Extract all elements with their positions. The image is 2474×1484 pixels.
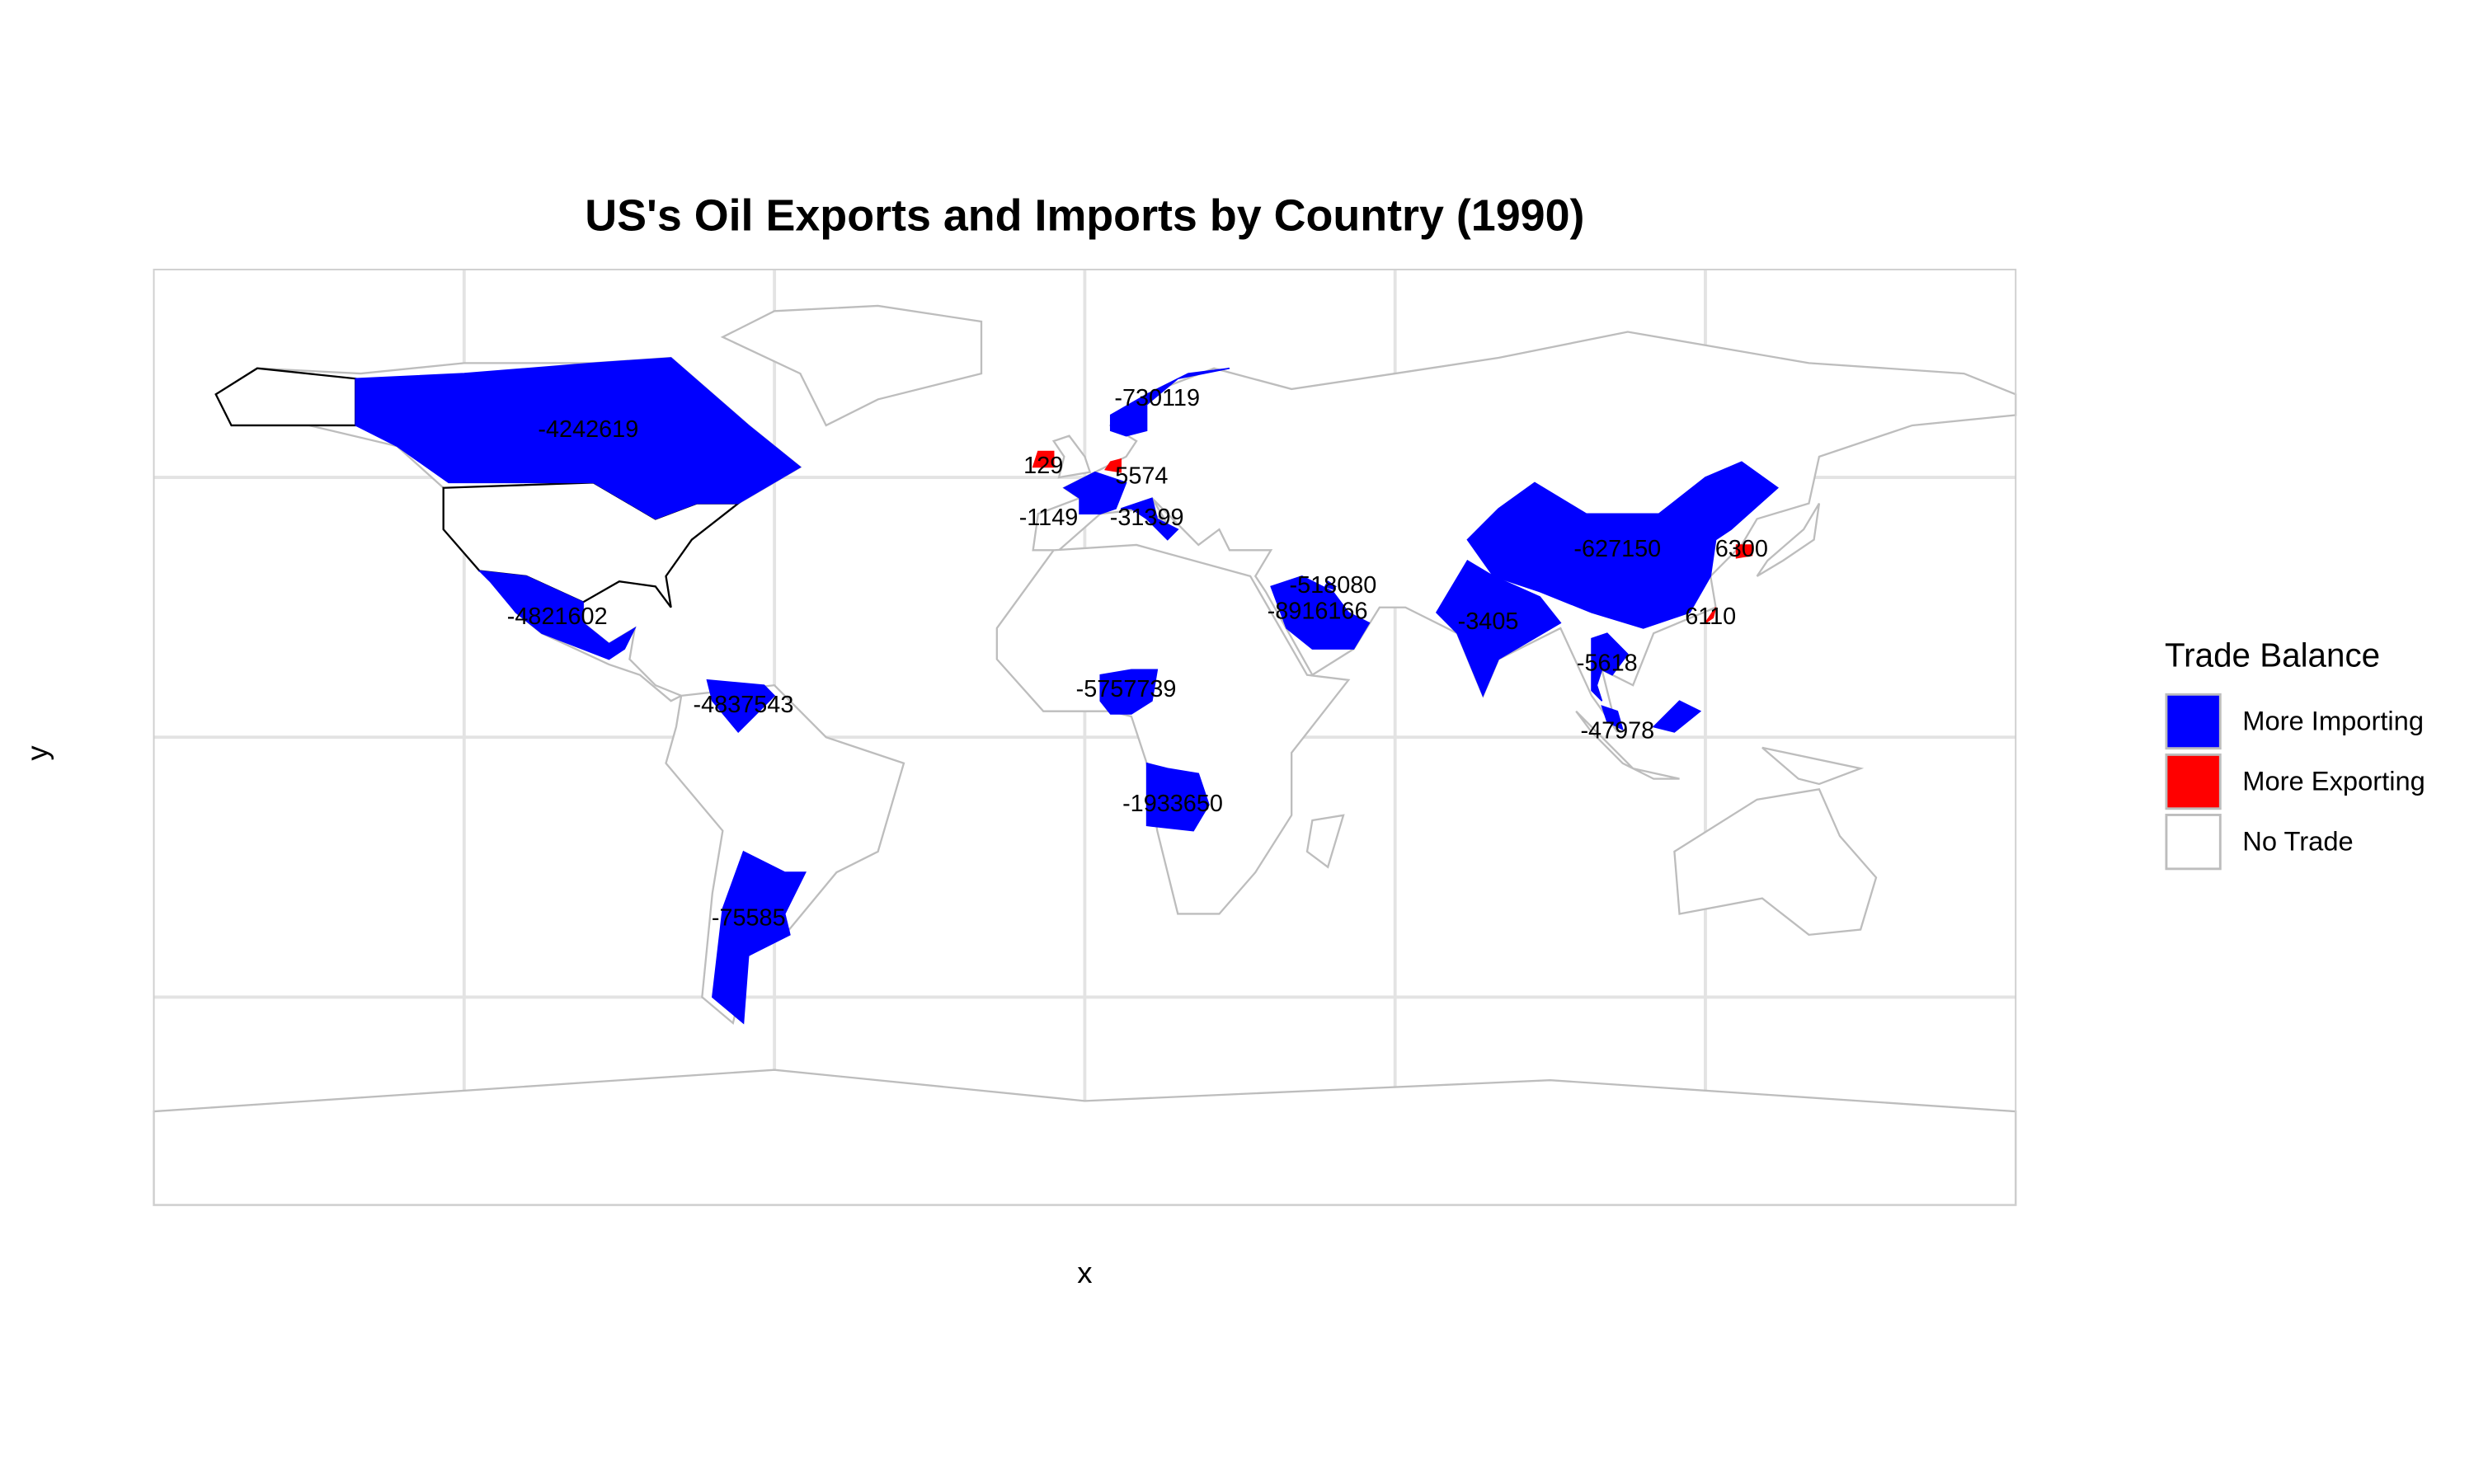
value-label: -31399 bbox=[1110, 505, 1184, 531]
value-label: -627150 bbox=[1573, 536, 1661, 562]
region bbox=[1466, 461, 1779, 629]
region bbox=[1120, 497, 1179, 541]
value-label: -730119 bbox=[1114, 385, 1200, 411]
region bbox=[1324, 580, 1337, 590]
region bbox=[1062, 471, 1127, 515]
legend-swatch bbox=[2165, 814, 2222, 871]
value-label: -8916166 bbox=[1268, 599, 1368, 625]
value-label: -4242619 bbox=[538, 416, 638, 443]
region bbox=[1104, 458, 1122, 473]
value-label: 6300 bbox=[1715, 536, 1768, 562]
legend-swatch bbox=[2165, 693, 2222, 750]
chart-title: US's Oil Exports and Imports by Country … bbox=[585, 191, 1584, 241]
value-label: -75585 bbox=[712, 904, 786, 931]
value-label: 129 bbox=[1023, 453, 1063, 479]
region bbox=[712, 850, 807, 1025]
region bbox=[1735, 544, 1753, 559]
region bbox=[1705, 607, 1717, 624]
panel-border bbox=[153, 268, 2017, 1206]
legend: Trade Balance More Importing More Exporti… bbox=[2165, 636, 2425, 871]
legend-title: Trade Balance bbox=[2165, 636, 2380, 674]
region bbox=[1032, 450, 1055, 468]
value-label: 5574 bbox=[1115, 463, 1168, 490]
region bbox=[1591, 632, 1629, 702]
y-axis-label: y bbox=[21, 745, 54, 761]
regions bbox=[355, 357, 1779, 1025]
x-axis-label: x bbox=[1077, 1256, 1092, 1289]
region bbox=[1099, 669, 1159, 715]
region bbox=[1109, 367, 1230, 437]
value-label: -4821602 bbox=[507, 603, 608, 630]
region bbox=[355, 357, 802, 520]
region bbox=[1270, 575, 1371, 650]
value-label: -1149 bbox=[1019, 505, 1079, 531]
region bbox=[477, 570, 637, 660]
value-label: -5618 bbox=[1577, 650, 1638, 677]
value-label: -5757739 bbox=[1076, 676, 1177, 702]
legend-label: No Trade bbox=[2242, 826, 2353, 857]
value-label: 6110 bbox=[1685, 603, 1736, 630]
value-labels: -4242619 -730119 129 5574 -1149 -31399 -627150… bbox=[507, 385, 1768, 931]
legend-label: More Importing bbox=[2242, 706, 2424, 736]
value-label: -3405 bbox=[1458, 608, 1519, 635]
region bbox=[1601, 700, 1702, 733]
legend-swatch bbox=[2165, 753, 2222, 810]
value-label: -47978 bbox=[1580, 718, 1654, 744]
legend-label: More Exporting bbox=[2242, 766, 2425, 796]
value-label: -1933650 bbox=[1122, 791, 1223, 817]
value-label: -4837543 bbox=[694, 692, 794, 718]
region bbox=[1435, 559, 1562, 697]
region bbox=[1145, 762, 1210, 832]
region bbox=[706, 679, 776, 734]
value-label: -518080 bbox=[1290, 572, 1377, 599]
